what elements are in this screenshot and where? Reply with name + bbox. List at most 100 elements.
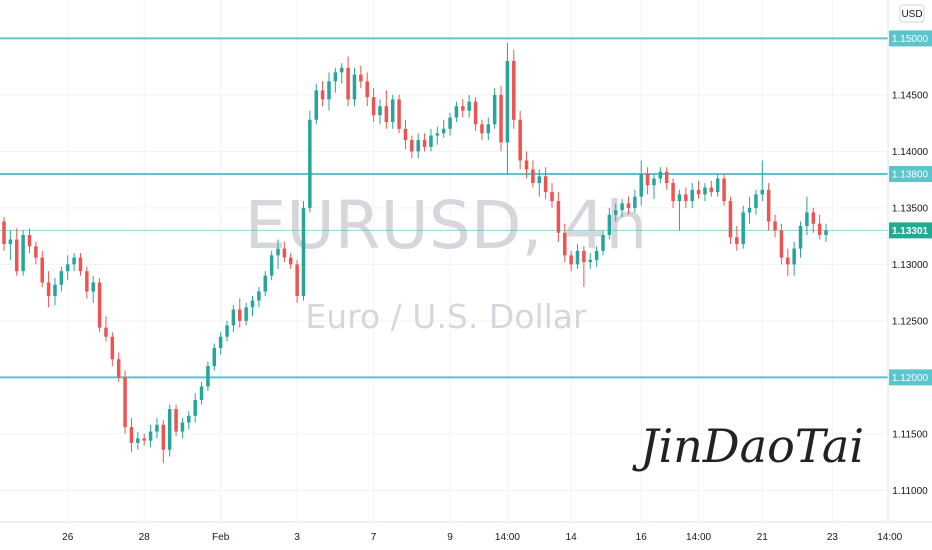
time-axis-label: Feb	[212, 532, 230, 543]
time-axis-label: 23	[827, 532, 839, 543]
candle-body	[161, 424, 166, 450]
candle-body	[569, 255, 573, 265]
time-axis-label: 14	[566, 532, 578, 543]
time-axis-label: 14:00	[686, 532, 711, 543]
candle-body	[85, 271, 89, 292]
candle-body	[110, 336, 115, 360]
current-price-label-bg	[889, 222, 932, 239]
candle-body	[696, 189, 701, 195]
candle-body	[218, 336, 223, 348]
candle-body	[512, 61, 516, 120]
candle-body	[588, 259, 593, 263]
candle-body	[78, 257, 83, 272]
price-axis-label: 1.13000	[892, 260, 929, 271]
candle-body	[27, 235, 32, 247]
time-axis-label: 14:00	[495, 532, 520, 543]
candle-body	[811, 212, 816, 224]
watermark-symbol: EURUSD, 4h	[245, 187, 648, 264]
candle-body	[276, 248, 280, 256]
candle-body	[817, 223, 822, 236]
candle-body	[250, 300, 255, 308]
candle-body	[397, 99, 401, 129]
candle-body	[537, 176, 542, 184]
candle-body	[378, 106, 382, 116]
level-label-text: 1.13800	[892, 170, 929, 181]
candle-body	[773, 221, 777, 231]
time-axis-label: 7	[371, 532, 377, 543]
horizontal-levels	[0, 37, 888, 379]
candle-body	[550, 192, 554, 202]
time-axis-label: 21	[757, 532, 769, 543]
candle-body	[652, 178, 656, 186]
candle-body	[8, 239, 13, 245]
price-axis-label: 1.13500	[892, 203, 929, 214]
candle-body	[639, 174, 643, 197]
candle-body	[148, 431, 153, 441]
candle-body	[429, 135, 433, 147]
candle-body	[282, 248, 287, 258]
candle-body	[792, 248, 796, 265]
current-price-label: 1.13301	[889, 222, 932, 239]
candle-body	[187, 415, 191, 423]
candle-body	[518, 119, 522, 161]
candle-body	[754, 194, 758, 208]
candle-body	[645, 174, 650, 186]
candle-body	[155, 424, 159, 432]
candle-body	[798, 225, 803, 249]
price-axis-label: 1.11500	[892, 429, 928, 440]
candle-body	[735, 237, 739, 245]
candle-body	[346, 67, 350, 100]
candle-body	[556, 201, 561, 233]
candle-body	[805, 212, 809, 226]
level-label-bg	[889, 30, 932, 47]
candle-body	[416, 140, 420, 152]
candle-body	[626, 203, 631, 208]
candle-body	[422, 140, 427, 147]
candle-body	[505, 61, 510, 143]
candle-body	[327, 81, 331, 100]
candle-body	[136, 438, 140, 443]
candle-body	[499, 94, 503, 143]
candle-body	[225, 325, 229, 337]
candle-body	[142, 438, 146, 441]
candle-body	[314, 90, 318, 120]
candle-body	[244, 307, 248, 321]
candle-body	[212, 348, 217, 367]
candle-body	[301, 207, 306, 297]
candle-body	[180, 422, 185, 432]
level-price-labels: 1.15000 1.13800 1.12000	[889, 30, 932, 386]
time-axis-label: 28	[139, 532, 151, 543]
candle-body	[620, 203, 624, 211]
price-axis-label: 1.12500	[892, 316, 929, 327]
currency-button[interactable]: USD	[899, 4, 925, 23]
candle-body	[582, 250, 586, 263]
candle-body	[448, 117, 452, 129]
candle-body	[193, 399, 197, 416]
candle-body	[2, 221, 6, 245]
price-axis-label: 1.14500	[892, 90, 929, 101]
signature-text: JinDaoTai	[632, 419, 864, 473]
candle-body	[435, 133, 440, 136]
candle-body	[65, 264, 70, 272]
candle-body	[741, 212, 745, 245]
candle-body	[766, 189, 771, 222]
candle-body	[403, 128, 408, 141]
candle-body	[480, 124, 484, 134]
time-axis[interactable]	[0, 521, 932, 550]
currency-label: USD	[901, 9, 922, 20]
candle-body	[492, 94, 497, 125]
candle-body	[703, 187, 707, 195]
candle-body	[59, 271, 64, 285]
candle-body	[575, 250, 580, 265]
candle-body	[129, 427, 134, 443]
candle-body	[486, 124, 491, 134]
candle-body	[269, 255, 274, 276]
price-axis[interactable]	[887, 0, 932, 522]
candle-body	[199, 386, 204, 400]
candle-body	[53, 284, 57, 297]
candle-body	[359, 74, 363, 82]
candle-body	[263, 275, 268, 292]
candle-body	[390, 99, 395, 123]
candle-body	[824, 230, 828, 236]
